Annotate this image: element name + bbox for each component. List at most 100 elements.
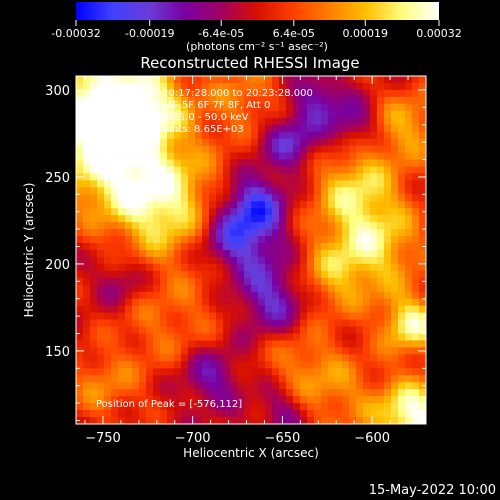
heatmap-cell xyxy=(230,194,238,202)
heatmap-cell xyxy=(209,117,217,126)
heatmap-cell xyxy=(272,152,280,160)
heatmap-cell xyxy=(391,103,399,112)
heatmap-cell xyxy=(279,263,287,272)
heatmap-cell xyxy=(90,340,98,348)
heatmap-cell xyxy=(272,82,280,91)
heatmap-cell xyxy=(167,229,175,237)
heatmap-cell xyxy=(202,138,210,146)
heatmap-cell xyxy=(181,354,189,362)
heatmap-cell xyxy=(209,333,217,341)
heatmap-cell xyxy=(104,117,112,126)
heatmap-cell xyxy=(209,152,217,160)
heatmap-cell xyxy=(195,270,203,279)
heatmap-cell xyxy=(174,103,182,112)
heatmap-cell xyxy=(265,354,273,362)
heatmap-cell xyxy=(307,347,315,355)
heatmap-cell xyxy=(97,131,105,140)
heatmap-cell xyxy=(76,76,84,84)
heatmap-cell xyxy=(272,229,280,237)
heatmap-cell xyxy=(293,173,301,181)
heatmap-cell xyxy=(384,333,392,341)
heatmap-cell xyxy=(293,131,301,140)
heatmap-cell xyxy=(363,76,371,84)
heatmap-cell xyxy=(279,243,287,251)
heatmap-cell xyxy=(321,152,329,160)
heatmap-cell xyxy=(384,215,392,223)
heatmap-cell xyxy=(398,354,406,362)
heatmap-cell xyxy=(132,159,140,167)
heatmap-cell xyxy=(370,312,378,320)
heatmap-cell xyxy=(265,159,273,167)
heatmap-cell xyxy=(153,368,161,376)
heatmap-cell xyxy=(356,145,364,153)
heatmap-cell xyxy=(209,124,217,133)
heatmap-cell xyxy=(398,138,406,146)
heatmap-cell xyxy=(118,340,126,348)
heatmap-cell xyxy=(111,277,119,286)
heatmap-cell xyxy=(118,368,126,376)
heatmap-cell xyxy=(356,361,364,369)
heatmap-cell xyxy=(216,166,224,174)
heatmap-cell xyxy=(412,417,420,425)
heatmap-cell xyxy=(195,417,203,425)
heatmap-cell xyxy=(349,243,357,251)
heatmap-cell xyxy=(139,145,147,153)
heatmap-cell xyxy=(272,89,280,98)
heatmap-cell xyxy=(335,145,343,153)
heatmap-cell xyxy=(230,333,238,341)
heatmap-cell xyxy=(97,166,105,174)
heatmap-cell xyxy=(146,326,154,334)
heatmap-cell xyxy=(265,382,273,390)
heatmap-cell xyxy=(195,117,203,126)
heatmap-cell xyxy=(412,389,420,397)
heatmap-cell xyxy=(251,131,259,140)
heatmap-cell xyxy=(223,201,231,209)
heatmap-cell xyxy=(321,145,329,153)
heatmap-cell xyxy=(258,340,266,348)
heatmap-cell xyxy=(286,243,294,251)
heatmap-cell xyxy=(272,201,280,209)
heatmap-cell xyxy=(90,368,98,376)
heatmap-cell xyxy=(279,326,287,334)
heatmap-cell xyxy=(356,194,364,202)
heatmap-cell xyxy=(181,333,189,341)
heatmap-cell xyxy=(251,194,259,202)
heatmap-cell xyxy=(181,82,189,91)
heatmap-cell xyxy=(153,333,161,341)
heatmap-cell xyxy=(342,256,350,265)
heatmap-cell xyxy=(111,215,119,223)
heatmap-cell xyxy=(405,410,413,418)
heatmap-cell xyxy=(370,222,378,230)
heatmap-cell xyxy=(272,208,280,216)
heatmap-cell xyxy=(398,152,406,160)
heatmap-cell xyxy=(139,110,147,119)
heatmap-cell xyxy=(76,159,84,167)
heatmap-cell xyxy=(223,312,231,320)
heatmap-cell xyxy=(272,326,280,334)
heatmap-cell xyxy=(356,208,364,216)
heatmap-cell xyxy=(76,89,84,98)
heatmap-cell xyxy=(209,82,217,91)
heatmap-cell xyxy=(328,194,336,202)
heatmap-cell xyxy=(300,117,308,126)
heatmap-cell xyxy=(293,208,301,216)
heatmap-cell xyxy=(258,131,266,140)
heatmap-cell xyxy=(216,326,224,334)
heatmap-cell xyxy=(76,236,84,244)
heatmap-cell xyxy=(174,208,182,216)
heatmap-cell xyxy=(391,298,399,307)
heatmap-cell xyxy=(405,82,413,91)
heatmap-cell xyxy=(146,82,154,91)
heatmap-cell xyxy=(272,103,280,112)
heatmap-cell xyxy=(97,389,105,397)
heatmap-cell xyxy=(202,201,210,209)
heatmap-cell xyxy=(391,138,399,146)
heatmap-cell xyxy=(216,410,224,418)
heatmap-cell xyxy=(272,354,280,362)
heatmap-cell xyxy=(286,270,294,279)
heatmap-cell xyxy=(160,180,168,188)
heatmap-cell xyxy=(104,305,112,314)
heatmap-cell xyxy=(223,110,231,119)
heatmap-cell xyxy=(97,145,105,153)
heatmap-cell xyxy=(405,417,413,425)
